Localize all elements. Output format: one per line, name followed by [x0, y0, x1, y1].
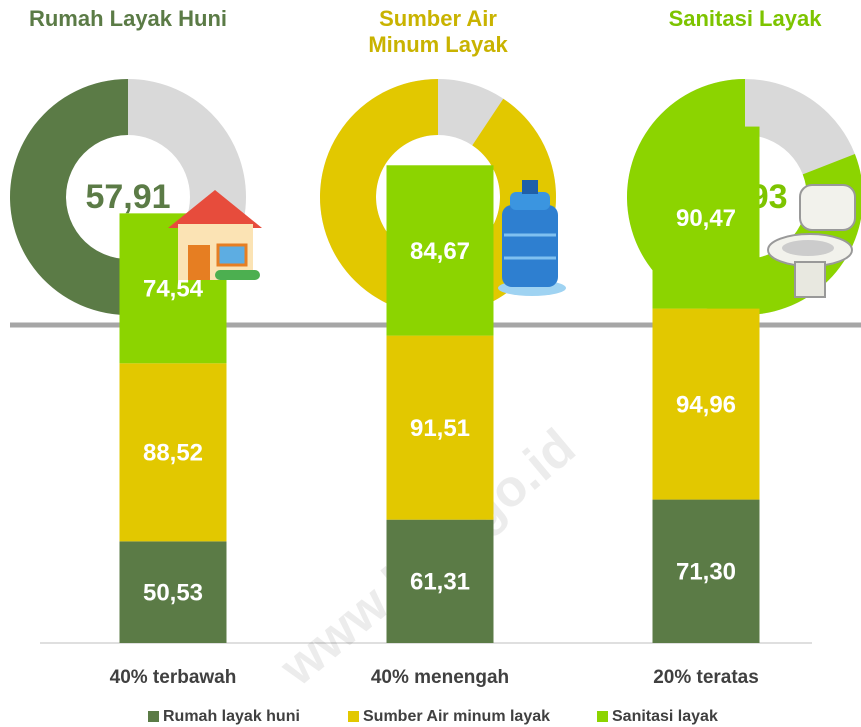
- infographic: 57,9190,6780,93www.bps.go.id50,5388,5274…: [0, 0, 861, 727]
- legend-label: Sumber Air minum layak: [363, 708, 550, 725]
- donut-title: Rumah Layak Huni: [8, 6, 248, 32]
- house-icon: [168, 190, 262, 280]
- chart: 57,9190,6780,93www.bps.go.id50,5388,5274…: [0, 0, 861, 727]
- bar-value: 88,52: [143, 440, 203, 467]
- bar-value: 71,30: [676, 559, 736, 586]
- legend-swatch: [148, 711, 159, 722]
- bar-value: 50,53: [143, 580, 203, 607]
- donut-value: 57,91: [85, 178, 170, 216]
- legend-label: Rumah layak huni: [163, 708, 300, 725]
- bar-value: 61,31: [410, 569, 470, 596]
- bar-value: 84,67: [410, 238, 470, 265]
- legend-swatch: [597, 711, 608, 722]
- bar-value: 91,51: [410, 415, 470, 442]
- bar-value: 94,96: [676, 391, 736, 418]
- donut-title: Sanitasi Layak: [625, 6, 861, 32]
- x-tick-label: 40% menengah: [371, 667, 509, 688]
- x-tick-label: 40% terbawah: [110, 667, 237, 688]
- x-tick-label: 20% teratas: [653, 667, 759, 688]
- legend-swatch: [348, 711, 359, 722]
- bar-value: 90,47: [676, 205, 736, 232]
- donut-title: Sumber Air Minum Layak: [358, 6, 518, 58]
- legend-label: Sanitasi layak: [612, 708, 718, 725]
